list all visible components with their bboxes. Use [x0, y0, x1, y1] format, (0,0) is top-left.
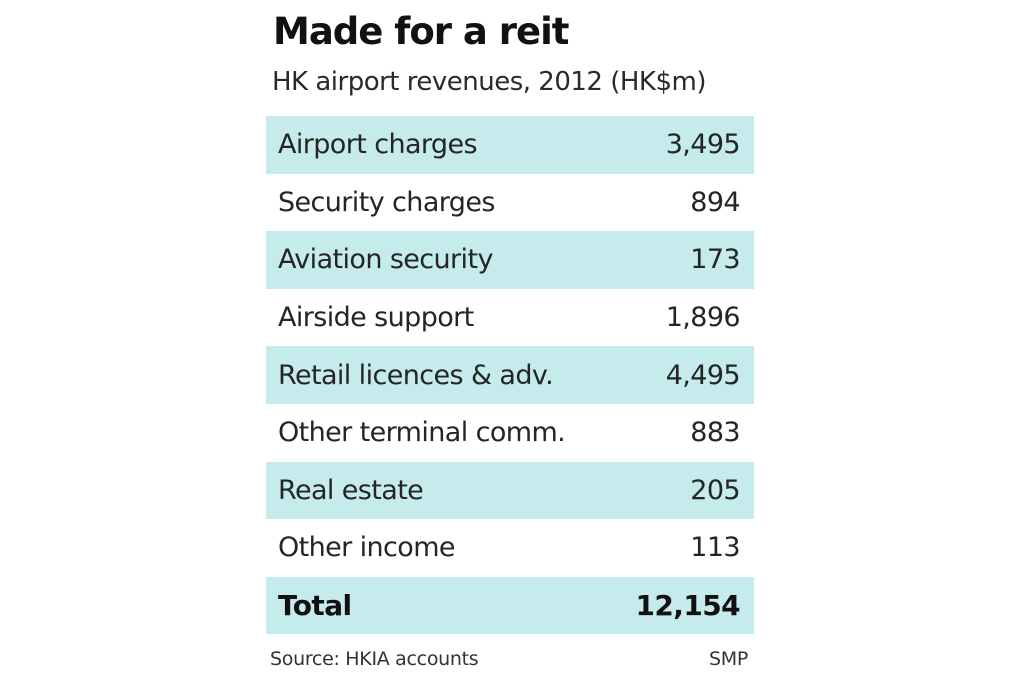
total-row: Total 12,154 [266, 576, 754, 635]
row-label: Security charges [278, 186, 495, 218]
credit: SMP [708, 648, 748, 670]
table-row: Airside support 1,896 [266, 289, 754, 347]
row-value: 883 [690, 417, 740, 449]
footer: Source: HKIA accounts SMP [270, 648, 748, 670]
table-row: Security charges 894 [266, 174, 754, 232]
row-value: 173 [690, 244, 740, 276]
source-note: Source: HKIA accounts [270, 648, 479, 670]
table-row: Real estate 205 [266, 461, 754, 520]
row-label: Other income [278, 532, 456, 564]
row-value: 894 [690, 186, 740, 218]
table-row: Airport charges 3,495 [266, 116, 754, 174]
table-row: Other income 113 [266, 519, 754, 577]
chart-title: Made for a reit [273, 10, 569, 53]
row-label: Airport charges [278, 129, 478, 161]
row-value: 205 [690, 474, 740, 506]
row-label: Retail licences & adv. [278, 359, 554, 391]
row-label: Airside support [278, 302, 474, 334]
row-value: 4,495 [665, 359, 741, 391]
chart-subtitle: HK airport revenues, 2012 (HK$m) [272, 67, 707, 97]
row-value: 3,495 [665, 129, 741, 161]
row-value: 1,896 [665, 302, 741, 334]
total-value: 12,154 [635, 589, 741, 623]
row-label: Aviation security [278, 244, 493, 276]
table-row: Aviation security 173 [266, 231, 754, 289]
row-label: Other terminal comm. [278, 417, 566, 449]
table-row: Other terminal comm. 883 [266, 404, 754, 462]
total-label: Total [278, 589, 352, 623]
table-row: Retail licences & adv. 4,495 [266, 346, 754, 404]
row-value: 113 [690, 532, 740, 564]
row-label: Real estate [278, 474, 424, 506]
revenue-table: Airport charges 3,495 Security charges 8… [266, 116, 754, 635]
